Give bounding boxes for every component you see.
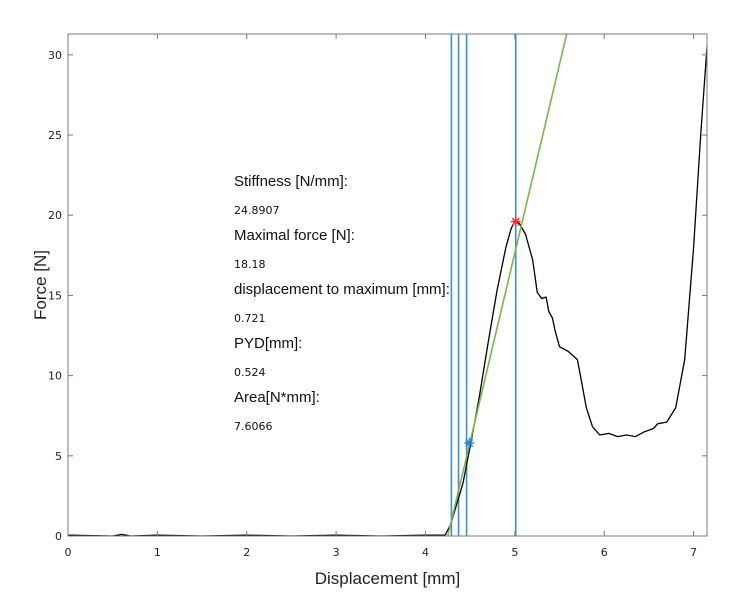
x-axis-title: Displacement [mm]	[315, 569, 460, 588]
pyd-value: 0.524	[234, 366, 266, 379]
x-tick-label: 1	[154, 546, 161, 559]
marker-star-1	[510, 216, 521, 227]
max-force-label: Maximal force [N]:	[234, 227, 355, 244]
displacement-to-max-label: displacement to maximum [mm]:	[234, 281, 450, 298]
marker-star-2	[464, 438, 475, 448]
stiffness-value: 24.8907	[234, 204, 280, 217]
displacement-to-max-value: 0.721	[234, 312, 266, 325]
area-label: Area[N*mm]:	[234, 389, 320, 406]
x-tick-label: 4	[422, 546, 429, 559]
y-tick-label: 5	[55, 450, 62, 463]
pyd-label: PYD[mm]:	[234, 335, 302, 352]
x-tick-label: 7	[690, 546, 697, 559]
axes-frame	[67, 33, 708, 537]
y-tick-label: 30	[48, 49, 62, 62]
x-tick-label: 5	[511, 546, 518, 559]
results-annotation: Stiffness [N/mm]: 24.8907 Maximal force …	[234, 173, 450, 433]
plot-content	[68, 34, 707, 536]
stiffness-fit-line	[447, 34, 568, 536]
y-tick-label: 0	[55, 530, 62, 543]
force-displacement-curve	[68, 46, 707, 536]
x-tick-label: 3	[333, 546, 340, 559]
area-value: 7.6066	[234, 420, 273, 433]
x-tick-label: 6	[601, 546, 608, 559]
y-tick-label: 15	[48, 289, 62, 302]
x-tick-label: 0	[65, 546, 72, 559]
y-tick-label: 20	[48, 209, 62, 222]
axis-ticks: 0 1 2 3 4 5 6 7 0 5 10 15 20 25 30	[48, 34, 707, 559]
stiffness-label: Stiffness [N/mm]:	[234, 173, 348, 190]
y-axis-title: Force [N]	[31, 250, 50, 320]
max-force-value: 18.18	[234, 258, 266, 271]
y-tick-label: 10	[48, 370, 62, 383]
y-tick-label: 25	[48, 129, 62, 142]
x-tick-label: 2	[243, 546, 250, 559]
